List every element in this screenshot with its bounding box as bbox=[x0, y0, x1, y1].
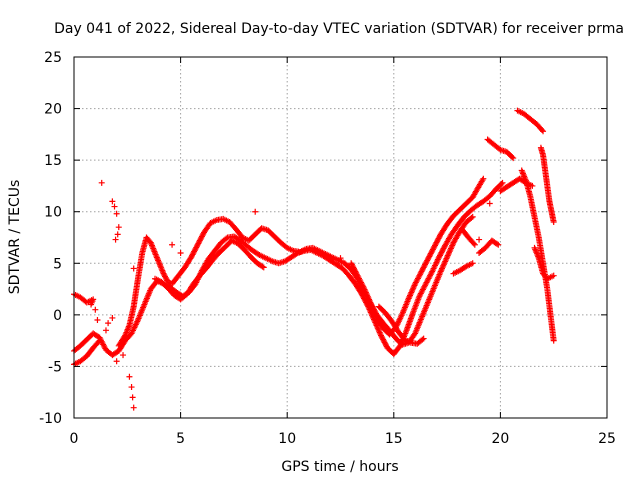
data-point-marker bbox=[96, 337, 103, 344]
data-point-marker bbox=[177, 249, 184, 256]
data-point-marker bbox=[550, 337, 557, 344]
data-point-marker bbox=[129, 394, 136, 401]
y-tick-label: 0 bbox=[53, 308, 62, 324]
data-point-marker bbox=[540, 128, 547, 135]
data-point-marker bbox=[120, 352, 127, 359]
y-tick-label: 10 bbox=[44, 205, 62, 221]
data-point-marker bbox=[470, 240, 477, 247]
data-point-marker bbox=[260, 264, 267, 271]
data-point-marker bbox=[420, 335, 427, 342]
data-point-marker bbox=[113, 358, 120, 365]
data-point-marker bbox=[360, 283, 367, 290]
data-point-marker bbox=[529, 182, 536, 189]
x-tick-label: 15 bbox=[385, 431, 403, 447]
data-point-marker bbox=[499, 179, 506, 186]
data-point-marker bbox=[493, 240, 500, 247]
data-point-marker bbox=[109, 314, 116, 321]
chart-title: Day 041 of 2022, Sidereal Day-to-day VTE… bbox=[54, 21, 624, 37]
x-tick-label: 20 bbox=[491, 431, 509, 447]
data-point-marker bbox=[495, 241, 502, 248]
data-point-marker bbox=[550, 219, 557, 226]
grid bbox=[74, 57, 607, 418]
data-point-marker bbox=[95, 338, 102, 345]
data-point-marker bbox=[486, 200, 493, 207]
data-point-marker bbox=[92, 306, 99, 313]
data-point-marker bbox=[105, 320, 112, 327]
data-point-marker bbox=[259, 263, 266, 270]
data-point-marker bbox=[115, 224, 122, 231]
axis-ticks: 0 5 10 15 20 25 -10 -5 0 5 10 15 20 25 bbox=[39, 50, 616, 447]
y-tick-label: 15 bbox=[44, 153, 62, 169]
data-point-marker bbox=[337, 255, 344, 262]
data-point-marker bbox=[109, 198, 116, 205]
data-point-marker bbox=[126, 373, 133, 380]
data-point-marker bbox=[538, 127, 545, 134]
y-tick-label: 5 bbox=[53, 256, 62, 272]
data-point-marker bbox=[88, 301, 95, 308]
data-point-marker bbox=[130, 404, 137, 411]
y-tick-label: -5 bbox=[48, 359, 62, 375]
data-point-marker bbox=[128, 384, 135, 391]
data-point-marker bbox=[476, 236, 483, 243]
data-point-marker bbox=[509, 154, 516, 161]
data-point-marker bbox=[471, 241, 478, 248]
data-points bbox=[71, 107, 557, 411]
x-tick-label: 10 bbox=[278, 431, 296, 447]
data-point-marker bbox=[419, 336, 426, 343]
x-tick-label: 25 bbox=[598, 431, 616, 447]
data-point-marker bbox=[550, 272, 557, 279]
data-point-marker bbox=[510, 155, 517, 162]
y-tick-label: 20 bbox=[44, 102, 62, 118]
data-point-marker bbox=[469, 213, 476, 220]
data-point-marker bbox=[111, 203, 118, 210]
data-point-marker bbox=[114, 231, 121, 238]
data-point-marker bbox=[480, 175, 487, 182]
data-point-marker bbox=[130, 265, 137, 272]
data-point-marker bbox=[252, 208, 259, 215]
data-point-marker bbox=[498, 180, 505, 187]
data-point-marker bbox=[94, 317, 101, 324]
plot-frame bbox=[73, 56, 608, 419]
data-point-marker bbox=[98, 179, 105, 186]
x-tick-label: 5 bbox=[176, 431, 185, 447]
data-point-marker bbox=[468, 214, 475, 221]
y-tick-label: -10 bbox=[39, 411, 62, 427]
data-point-marker bbox=[169, 241, 176, 248]
x-tick-label: 0 bbox=[70, 431, 79, 447]
data-point-marker bbox=[469, 260, 476, 267]
data-point-marker bbox=[102, 327, 109, 334]
x-axis-label: GPS time / hours bbox=[281, 459, 398, 475]
data-point-marker bbox=[112, 236, 119, 243]
data-point-marker bbox=[223, 235, 230, 242]
y-tick-label: 25 bbox=[44, 50, 62, 66]
y-axis-label: SDTVAR / TECUs bbox=[7, 180, 23, 295]
data-point-marker bbox=[113, 210, 120, 217]
